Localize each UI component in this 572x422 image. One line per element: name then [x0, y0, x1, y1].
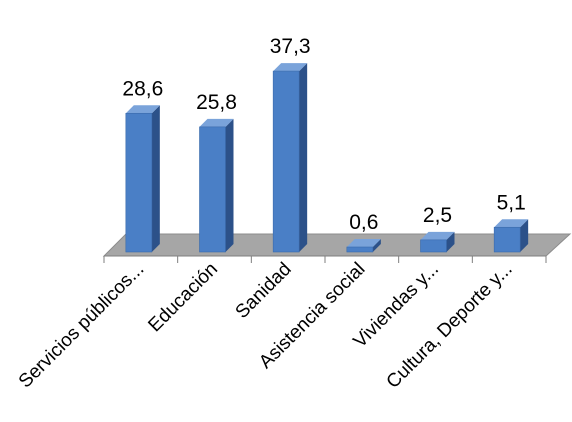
x-tick-label: Educación	[144, 259, 222, 337]
bar-top-face	[494, 219, 529, 228]
bar-side-face	[225, 118, 234, 253]
data-label: 37,3	[270, 35, 311, 58]
x-tick-labels-layer: Servicios públicos...Educación SanidadAsi…	[15, 259, 517, 393]
data-label: 5,1	[497, 191, 526, 214]
data-label: 0,6	[349, 211, 378, 234]
bar-front-face	[346, 246, 374, 253]
bar-side-face	[372, 239, 381, 252]
bar-side-face	[151, 105, 160, 252]
bar-top-face	[125, 105, 160, 114]
bars-layer	[125, 63, 529, 253]
bar-front-face	[125, 112, 153, 253]
bar-side-face	[520, 219, 529, 252]
bar-front-face	[199, 126, 226, 253]
data-labels-layer: 28,6 25,8 37,3 0,6 2,5 5,1	[122, 35, 525, 234]
bar-front-face	[272, 70, 300, 253]
bar-4	[346, 239, 381, 253]
bar-top-face	[199, 118, 234, 127]
bar-5	[420, 231, 455, 253]
bar-1	[125, 105, 160, 253]
x-tick-label: Servicios públicos...	[15, 259, 149, 393]
x-tick-label: Cultura, Deporte y...	[383, 259, 517, 393]
data-label: 28,6	[122, 77, 163, 100]
bar-3	[272, 63, 308, 253]
bar-top-face	[420, 231, 455, 240]
bar-6	[493, 219, 529, 253]
x-axis	[103, 255, 547, 263]
data-label: 25,8	[196, 91, 237, 114]
bar-front-face	[420, 239, 447, 253]
bar-top-face	[346, 239, 381, 247]
data-label: 2,5	[423, 204, 452, 227]
bar-side-face	[299, 63, 308, 252]
bar-2	[199, 118, 234, 253]
bar-side-face	[446, 231, 455, 252]
x-tick-label: Sanidad	[232, 259, 296, 323]
bar-front-face	[493, 226, 521, 253]
bar-top-face	[273, 63, 308, 72]
